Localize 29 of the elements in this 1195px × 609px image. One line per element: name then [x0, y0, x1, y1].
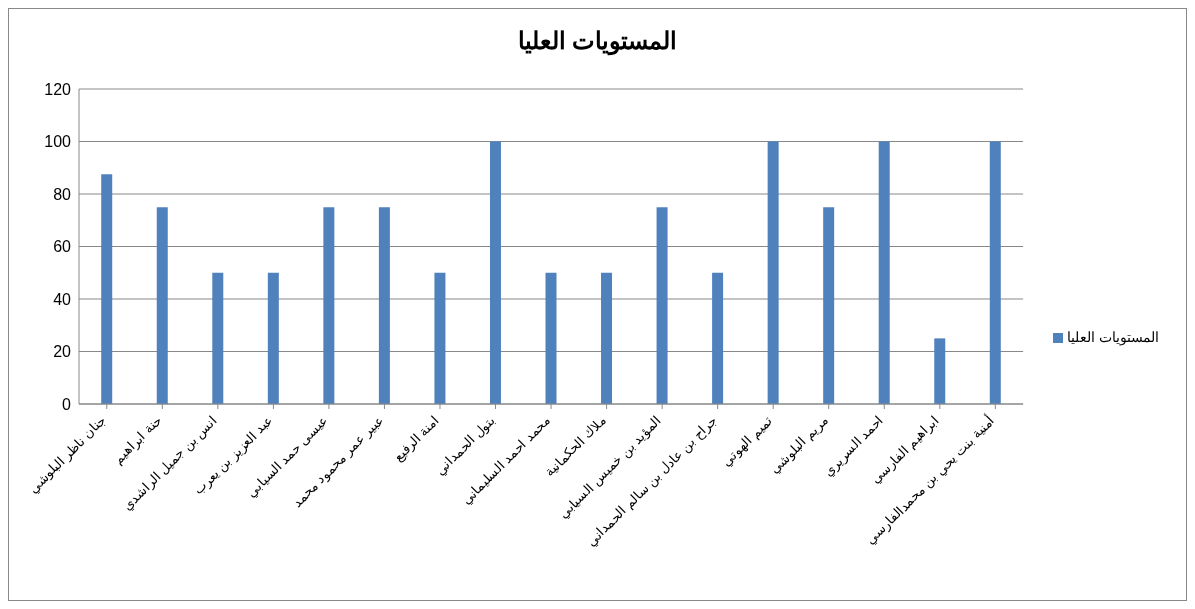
x-tick-label: جنان ناظر البلوشي [25, 412, 110, 497]
y-tick-label: 120 [44, 80, 72, 98]
bar [323, 207, 335, 404]
y-tick-label: 60 [53, 238, 72, 256]
bar [767, 141, 779, 404]
bar [212, 272, 224, 404]
y-tick-label: 80 [53, 185, 72, 203]
bar [989, 141, 1001, 404]
bar [378, 207, 390, 404]
y-tick-label: 40 [53, 290, 72, 308]
bar [656, 207, 668, 404]
x-tick-label: امنة الرفيع [390, 412, 443, 465]
y-tick-label: 100 [44, 133, 72, 151]
legend-label: المستويات العليا [1067, 328, 1159, 345]
bar [489, 141, 501, 404]
y-tick-label: 20 [53, 343, 72, 361]
chart-title: المستويات العليا [516, 27, 679, 55]
bar [434, 272, 446, 404]
bar [823, 207, 835, 404]
bar [601, 272, 613, 404]
y-tick-label: 0 [62, 395, 72, 413]
bar [101, 174, 113, 404]
bar [545, 272, 557, 404]
bar [712, 272, 724, 404]
bar [934, 338, 946, 404]
x-tick-label: تميم الهوتي [719, 412, 777, 470]
bar [878, 141, 890, 404]
bar [156, 207, 168, 404]
bar [267, 272, 279, 404]
